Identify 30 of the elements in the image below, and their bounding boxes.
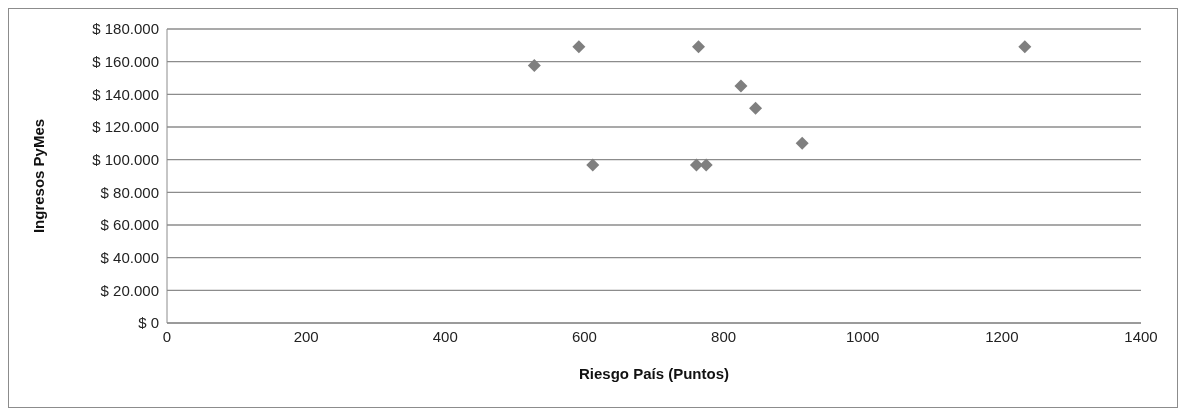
x-tick-label: 800 bbox=[711, 327, 737, 345]
y-tick-label: $ 140.000 bbox=[92, 85, 159, 103]
x-tick-label: 400 bbox=[432, 327, 458, 345]
y-tick-label: $ 180.000 bbox=[92, 20, 159, 38]
y-tick-label: $ 40.000 bbox=[100, 248, 159, 266]
y-tick-label: $ 120.000 bbox=[92, 118, 159, 136]
y-tick-label: $ 20.000 bbox=[100, 281, 159, 299]
y-tick-label: $ 60.000 bbox=[100, 216, 159, 234]
point bbox=[586, 158, 600, 172]
y-axis-title: Ingresos PyMes bbox=[30, 118, 48, 234]
x-tick-label: 1200 bbox=[985, 327, 1019, 345]
x-tick-label: 0 bbox=[162, 327, 172, 345]
point bbox=[734, 79, 748, 93]
point bbox=[749, 101, 763, 115]
y-tick-label: $ 0 bbox=[138, 314, 159, 332]
y-tick-label: $ 100.000 bbox=[92, 150, 159, 168]
point bbox=[689, 158, 703, 172]
x-tick-label: 600 bbox=[571, 327, 597, 345]
x-axis-title: Riesgo País (Puntos) bbox=[578, 365, 730, 382]
x-tick-label: 200 bbox=[293, 327, 319, 345]
point bbox=[795, 136, 809, 150]
y-tick-label: $ 160.000 bbox=[92, 52, 159, 70]
y-tick-label: $ 80.000 bbox=[100, 183, 159, 201]
x-tick-label: 1000 bbox=[846, 327, 880, 345]
point bbox=[692, 40, 706, 54]
point bbox=[527, 59, 541, 73]
point bbox=[572, 40, 586, 54]
x-tick-label: 1400 bbox=[1124, 327, 1158, 345]
point bbox=[1018, 40, 1032, 54]
point bbox=[699, 158, 713, 172]
